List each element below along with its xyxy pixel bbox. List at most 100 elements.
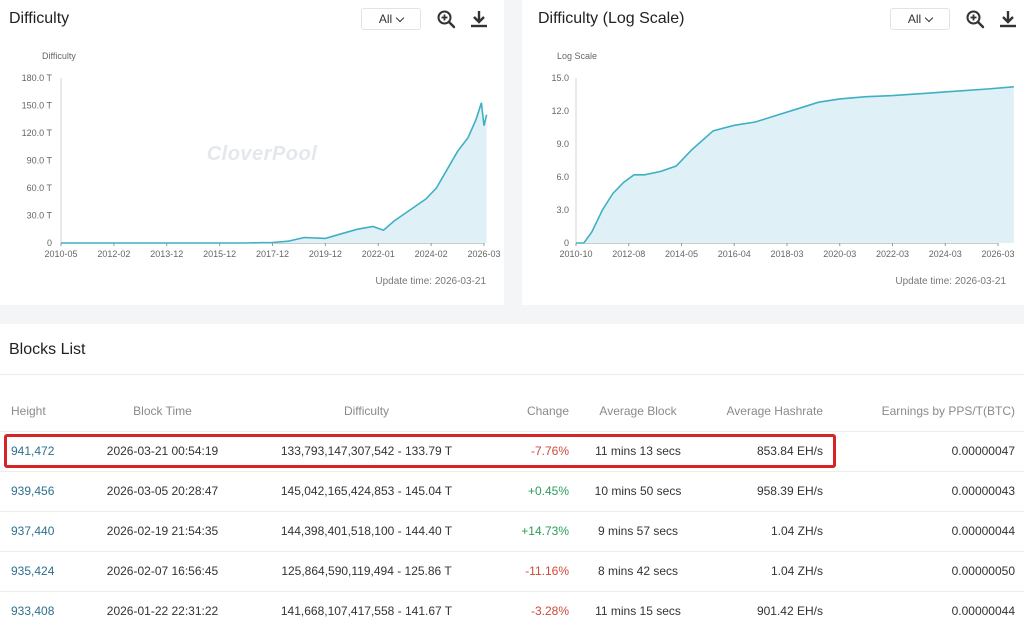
- change-cell: +14.73%: [503, 511, 575, 552]
- x-tick-label: 2026-03: [981, 249, 1014, 259]
- difficulty-chart: Difficulty 0 30.0 T 60.0 T 90.0 T 120.0 T 150.…: [22, 51, 501, 259]
- download-icon[interactable]: [469, 9, 489, 29]
- difficulty-cell: 145,042,165,424,853 - 145.04 T: [230, 471, 503, 512]
- y-tick-label: 6.0: [556, 172, 569, 182]
- table-header-row: Height Block Time Difficulty Change Aver…: [0, 391, 1024, 432]
- y-tick-label: 90.0 T: [27, 156, 53, 166]
- average-hashrate-cell: 853.84 EH/s: [701, 431, 829, 472]
- table-row: 935,424 2026-02-07 16:56:45 125,864,590,…: [0, 551, 1024, 592]
- y-tick-label: 9.0: [556, 139, 569, 149]
- x-tick-label: 2012-08: [612, 249, 645, 259]
- watermark: CloverPool: [207, 143, 318, 165]
- blocks-table: Height Block Time Difficulty Change Aver…: [0, 391, 1024, 627]
- chart-title: Difficulty (Log Scale): [538, 10, 685, 27]
- average-hashrate-cell: 1.04 ZH/s: [701, 511, 829, 552]
- y-tick-label: 180.0 T: [22, 73, 53, 83]
- block-height-link[interactable]: 935,424: [11, 564, 55, 578]
- series-line: [576, 86, 1014, 244]
- difficulty-cell: 133,793,147,307,542 - 133.79 T: [230, 431, 503, 472]
- block-height-link[interactable]: 941,472: [11, 444, 55, 458]
- x-tick-label: 2016-04: [718, 249, 751, 259]
- height-cell: 935,424: [0, 551, 95, 592]
- difficulty-log-chart-panel: Difficulty (Log Scale) All Log Scale 0 3.0…: [522, 0, 1024, 305]
- difficulty-cell: 141,668,107,417,558 - 141.67 T: [230, 591, 503, 627]
- block-time-cell: 2026-02-19 21:54:35: [95, 511, 230, 552]
- y-tick-label: 15.0: [551, 73, 569, 83]
- x-tick-label: 2015-12: [203, 249, 236, 259]
- y-tick-label: 0: [47, 238, 52, 248]
- y-tick-label: 0: [564, 238, 569, 248]
- x-tick-label: 2024-03: [929, 249, 962, 259]
- block-time-cell: 2026-03-05 20:28:47: [95, 471, 230, 512]
- column-header-earnings: Earnings by PPS/T(BTC): [829, 391, 1024, 432]
- range-value: All: [907, 12, 922, 26]
- table-row: 941,472 2026-03-21 00:54:19 133,793,147,…: [0, 431, 1024, 472]
- block-time-cell: 2026-02-07 16:56:45: [95, 551, 230, 592]
- x-tick-label: 2017-12: [256, 249, 289, 259]
- difficulty-log-chart: Log Scale 0 3.0 6.0 9.0 12.0 15.0 2010-10 2012-0…: [551, 51, 1014, 259]
- update-time: Update time: 2026-03-21: [375, 276, 486, 287]
- earnings-cell: 0.00000044: [829, 591, 1024, 627]
- x-tick-label: 2022-01: [362, 249, 395, 259]
- range-select[interactable]: All: [361, 8, 421, 30]
- block-height-link[interactable]: 939,456: [11, 484, 55, 498]
- y-tick-label: 120.0 T: [22, 128, 53, 138]
- average-hashrate-cell: 901.42 EH/s: [701, 591, 829, 627]
- height-cell: 941,472: [0, 431, 95, 472]
- x-tick-label: 2020-03: [823, 249, 856, 259]
- zoom-in-icon[interactable]: [965, 9, 985, 29]
- table-row: 937,440 2026-02-19 21:54:35 144,398,401,…: [0, 511, 1024, 552]
- average-block-cell: 9 mins 57 secs: [575, 511, 701, 552]
- average-block-cell: 11 mins 15 secs: [575, 591, 701, 627]
- column-header-block-time: Block Time: [95, 391, 230, 432]
- x-tick-label: 2024-02: [415, 249, 448, 259]
- height-cell: 937,440: [0, 511, 95, 552]
- y-tick-label: 30.0 T: [27, 211, 53, 221]
- range-select[interactable]: All: [890, 8, 950, 30]
- difficulty-cell: 125,864,590,119,494 - 125.86 T: [230, 551, 503, 592]
- series-area: [576, 86, 1014, 243]
- y-tick-label: 150.0 T: [22, 101, 53, 111]
- divider: [0, 374, 1024, 375]
- table-row: 933,408 2026-01-22 22:31:22 141,668,107,…: [0, 591, 1024, 627]
- download-icon[interactable]: [998, 9, 1018, 29]
- series-area: [61, 102, 487, 243]
- column-header-average-hashrate: Average Hashrate: [701, 391, 829, 432]
- blocks-list-panel: Blocks List Height Block Time Difficulty…: [0, 324, 1024, 627]
- column-header-height: Height: [0, 391, 95, 432]
- y-axis-title: Difficulty: [42, 51, 76, 61]
- y-tick-label: 12.0: [551, 106, 569, 116]
- average-block-cell: 8 mins 42 secs: [575, 551, 701, 592]
- block-height-link[interactable]: 933,408: [11, 604, 55, 618]
- column-header-difficulty: Difficulty: [230, 391, 503, 432]
- x-tick-label: 2010-05: [44, 249, 77, 259]
- average-block-cell: 10 mins 50 secs: [575, 471, 701, 512]
- x-tick-label: 2010-10: [559, 249, 592, 259]
- earnings-cell: 0.00000043: [829, 471, 1024, 512]
- earnings-cell: 0.00000044: [829, 511, 1024, 552]
- average-hashrate-cell: 1.04 ZH/s: [701, 551, 829, 592]
- difficulty-chart-panel: Difficulty All Difficulty 0 30.0 T 60.0 T 90…: [0, 0, 504, 305]
- range-value: All: [378, 12, 393, 26]
- earnings-cell: 0.00000047: [829, 431, 1024, 472]
- column-header-change: Change: [503, 391, 575, 432]
- change-cell: -3.28%: [503, 591, 575, 627]
- x-tick-label: 2014-05: [665, 249, 698, 259]
- x-tick-label: 2019-12: [309, 249, 342, 259]
- chart-title: Difficulty: [9, 10, 70, 27]
- average-hashrate-cell: 958.39 EH/s: [701, 471, 829, 512]
- table-row: 939,456 2026-03-05 20:28:47 145,042,165,…: [0, 471, 1024, 512]
- blocks-list-title: Blocks List: [9, 341, 86, 358]
- x-tick-label: 2012-02: [97, 249, 130, 259]
- change-cell: +0.45%: [503, 471, 575, 512]
- update-time: Update time: 2026-03-21: [895, 276, 1006, 287]
- earnings-cell: 0.00000050: [829, 551, 1024, 592]
- block-time-cell: 2026-03-21 00:54:19: [95, 431, 230, 472]
- block-height-link[interactable]: 937,440: [11, 524, 55, 538]
- zoom-in-icon[interactable]: [436, 9, 456, 29]
- y-tick-label: 3.0: [556, 205, 569, 215]
- x-tick-label: 2022-03: [876, 249, 909, 259]
- height-cell: 939,456: [0, 471, 95, 512]
- y-tick-label: 60.0 T: [27, 183, 53, 193]
- x-tick-label: 2013-12: [150, 249, 183, 259]
